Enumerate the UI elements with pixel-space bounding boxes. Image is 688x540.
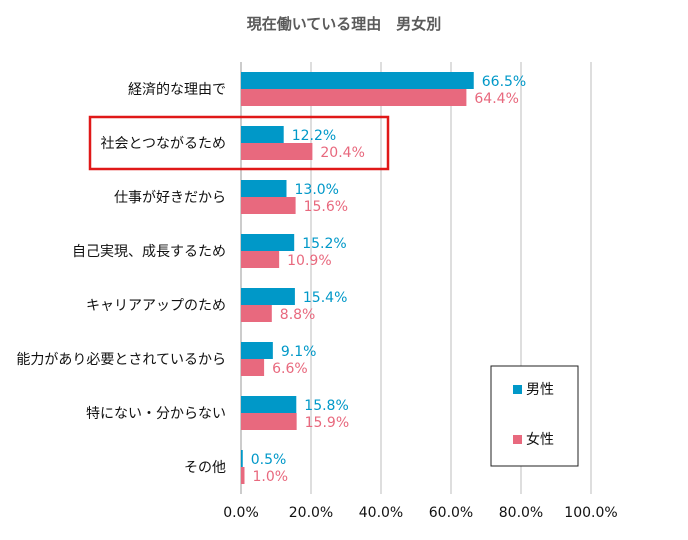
legend-swatch-male [513, 385, 522, 394]
bar-female [241, 467, 245, 484]
bar-female [241, 89, 466, 106]
data-label-female: 20.4% [320, 145, 364, 161]
bar-male [241, 180, 287, 197]
data-label-male: 13.0% [295, 182, 339, 198]
x-tick-label: 80.0% [499, 505, 543, 521]
x-tick-label: 20.0% [289, 505, 333, 521]
data-label-male: 9.1% [281, 344, 317, 360]
bar-male [241, 396, 296, 413]
chart: 現在働いている理由 男女別 66.5%64.4%12.2%20.4%13.0%1… [0, 0, 688, 540]
bars: 66.5%64.4% 12.2%20.4% 13.0%15.6% 15.2%10.9%… [241, 72, 526, 485]
bar-female [241, 251, 279, 268]
x-tick-label: 60.0% [429, 505, 473, 521]
data-label-male: 0.5% [251, 452, 287, 468]
data-label-female: 15.6% [304, 199, 348, 215]
bar-male [241, 288, 295, 305]
bar-female [241, 197, 296, 214]
category-label: キャリアアップのため [86, 298, 226, 314]
bar-male [241, 450, 243, 467]
category-label: 仕事が好きだから [114, 190, 226, 206]
data-label-male: 66.5% [482, 74, 526, 90]
bar-female [241, 359, 264, 376]
data-label-female: 8.8% [280, 307, 316, 323]
category-label: 経済的な理由で [128, 82, 226, 98]
data-label-male: 15.8% [304, 398, 348, 414]
chart-title: 現在働いている理由 男女別 [247, 15, 442, 33]
x-tick-label: 0.0% [223, 505, 259, 521]
bar-male [241, 342, 273, 359]
category-label: 能力があり必要とされているから [16, 352, 226, 368]
legend-label-female: 女性 [526, 431, 554, 448]
data-label-male: 15.2% [302, 236, 346, 252]
data-label-male: 15.4% [303, 290, 347, 306]
x-tick-label: 100.0% [564, 505, 617, 521]
legend-label-male: 男性 [526, 382, 554, 398]
category-label: 特にない・分からない [86, 406, 226, 422]
category-label: 社会とつながるため [101, 136, 226, 152]
data-label-male: 12.2% [292, 128, 336, 144]
bar-female [241, 413, 297, 430]
category-label: その他 [184, 460, 226, 476]
bar-female [241, 143, 312, 160]
legend-box [491, 366, 578, 466]
data-label-female: 10.9% [287, 253, 331, 269]
bar-male [241, 126, 284, 143]
data-label-female: 64.4% [474, 91, 518, 107]
category-label: 自己実現、成長するため [72, 244, 226, 260]
legend: 男性 女性 [491, 366, 578, 466]
bar-male [241, 72, 474, 89]
bar-female [241, 305, 272, 322]
data-label-female: 15.9% [305, 415, 349, 431]
data-label-female: 1.0% [253, 469, 289, 485]
bar-male [241, 234, 294, 251]
legend-swatch-female [513, 435, 522, 444]
category-labels: 経済的な理由で社会とつながるため仕事が好きだから自己実現、成長するためキャリアア… [16, 82, 226, 476]
x-tick-label: 40.0% [359, 505, 403, 521]
data-label-female: 6.6% [272, 361, 308, 377]
x-axis-ticks: 0.0% 20.0% 40.0% 60.0% 80.0% 100.0% [223, 505, 617, 521]
